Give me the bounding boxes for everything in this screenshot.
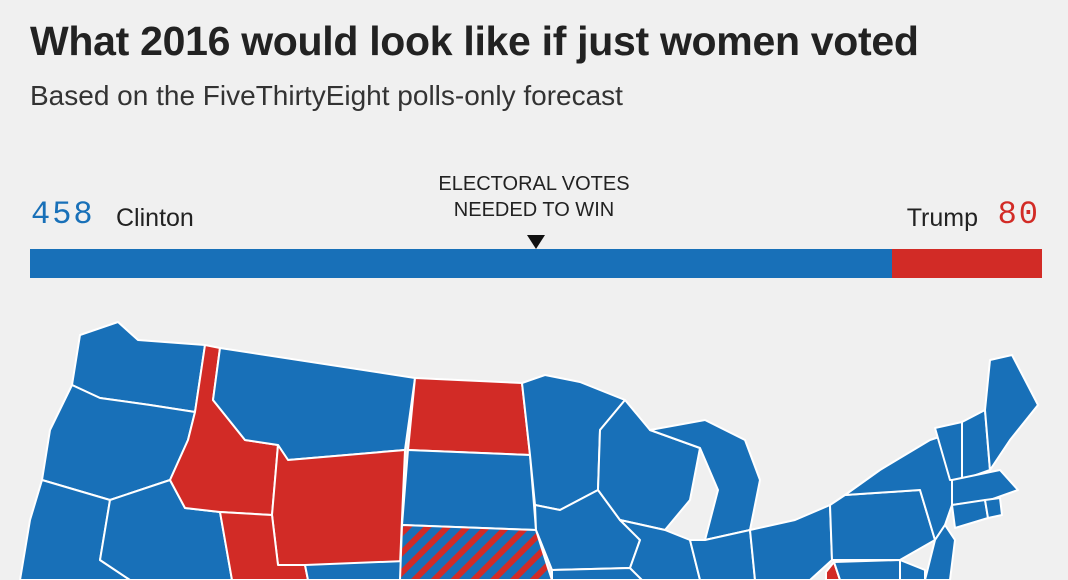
trump-bar-segment bbox=[892, 249, 1042, 278]
state-CT bbox=[951, 499, 989, 529]
state-PA bbox=[829, 489, 936, 561]
state-IL bbox=[619, 519, 701, 580]
electoral-votes-bar bbox=[30, 249, 1042, 278]
state-IN bbox=[689, 529, 756, 580]
state-DE bbox=[899, 559, 926, 580]
chart-subtitle: Based on the FiveThirtyEight polls-only … bbox=[30, 80, 623, 111]
state-WY bbox=[271, 444, 406, 566]
state-ND bbox=[407, 377, 531, 456]
state-RI bbox=[984, 497, 1003, 519]
chart-title: What 2016 would look like if just women … bbox=[30, 18, 919, 64]
state-MD bbox=[833, 559, 901, 580]
trump-electoral-votes: 80 bbox=[997, 196, 1040, 233]
clinton-bar-segment bbox=[30, 249, 892, 278]
needed-to-win-marker-icon bbox=[527, 235, 545, 249]
us-electoral-map bbox=[19, 321, 1039, 580]
state-NE bbox=[399, 524, 553, 580]
state-OH bbox=[749, 504, 833, 580]
clinton-label: Clinton bbox=[116, 204, 194, 232]
needed-to-win-label-line1: ELECTORAL VOTES bbox=[438, 173, 630, 195]
state-WI bbox=[597, 399, 701, 531]
state-MO bbox=[551, 567, 643, 580]
state-SD bbox=[401, 449, 537, 531]
state-MA bbox=[951, 469, 1019, 506]
state-WV bbox=[825, 561, 841, 580]
needed-to-win-label-line2: NEEDED TO WIN bbox=[453, 199, 615, 221]
clinton-electoral-votes: 458 bbox=[31, 196, 95, 233]
state-ME bbox=[984, 354, 1039, 471]
state-NJ bbox=[924, 524, 956, 580]
trump-label: Trump bbox=[906, 204, 978, 232]
